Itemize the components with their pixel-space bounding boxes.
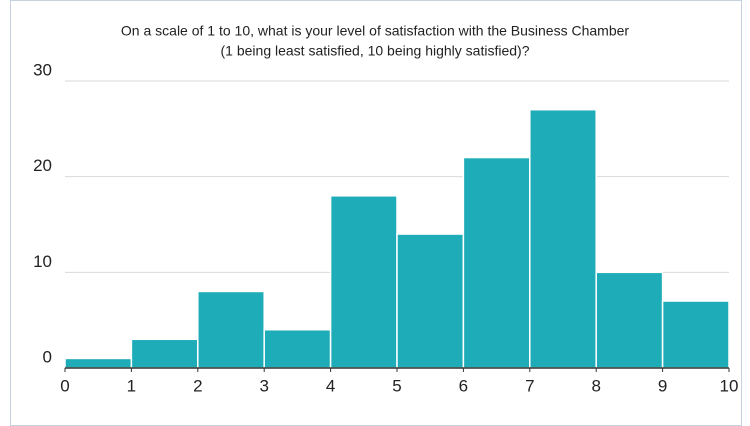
bar [529, 108, 597, 369]
x-tick-label: 7 [525, 376, 534, 395]
x-tick-label: 2 [193, 376, 202, 395]
bar [661, 300, 730, 369]
bar [64, 357, 133, 369]
x-tick-label: 4 [326, 376, 335, 395]
x-tick-label: 6 [459, 376, 468, 395]
x-tick-label: 0 [60, 376, 69, 395]
x-tick-label: 10 [720, 376, 739, 395]
bar [197, 290, 265, 369]
bar [130, 338, 199, 369]
y-tick-label: 0 [43, 347, 52, 366]
x-tick-label: 3 [259, 376, 268, 395]
x-tick-label: 9 [658, 376, 667, 395]
bar [595, 271, 664, 369]
y-tick-label: 30 [33, 60, 52, 79]
y-tick-label: 10 [33, 252, 52, 271]
bar [462, 156, 531, 369]
x-tick-label: 1 [127, 376, 136, 395]
bar [263, 328, 332, 369]
y-tick-label: 20 [33, 156, 52, 175]
bar [396, 233, 465, 369]
x-tick-label: 5 [392, 376, 401, 395]
chart-title: On a scale of 1 to 10, what is your leve… [121, 23, 629, 39]
x-tick-label: 8 [591, 376, 600, 395]
bar [329, 195, 398, 369]
chart-title: (1 being least satisfied, 10 being highl… [221, 43, 530, 59]
